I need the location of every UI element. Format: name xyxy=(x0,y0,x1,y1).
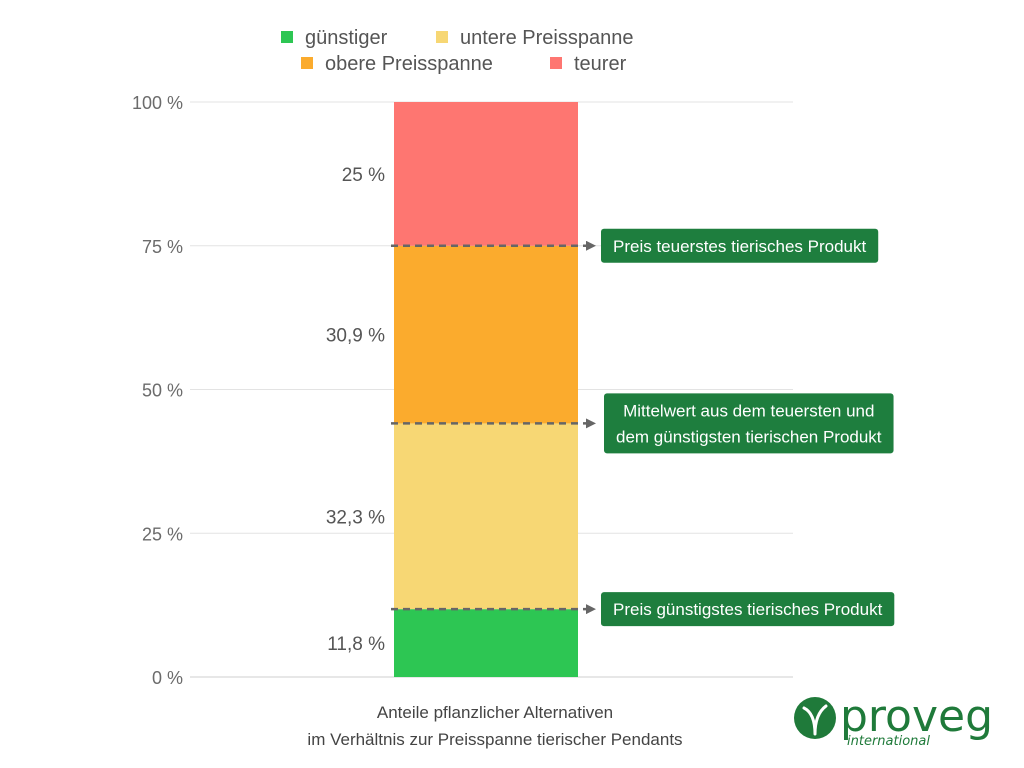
legend-label-1: untere Preisspanne xyxy=(460,27,633,49)
annotation-callout-2: Preis teuerstes tierisches Produkt xyxy=(601,228,879,263)
proveg-logo: proveg international xyxy=(794,691,993,749)
annotation-text-2-0: Preis teuerstes tierisches Produkt xyxy=(613,237,866,256)
annotations: Preis günstigstes tierisches Produkt Mitt… xyxy=(391,228,895,627)
annotation-text-0-0: Preis günstigstes tierisches Produkt xyxy=(613,600,883,619)
logo-subtext: international xyxy=(847,734,930,749)
bar-stack xyxy=(394,102,578,677)
annotation-box-0 xyxy=(601,592,895,627)
chart-legend: günstiger untere Preisspanne obere Preissp… xyxy=(281,27,633,75)
y-axis-ticks: 0 % 25 % 50 % 75 % 100 % xyxy=(132,93,183,688)
y-tick-label-2: 50 % xyxy=(142,381,183,401)
annotation-callout-1: Mittelwert aus dem teuersten und dem güns… xyxy=(604,393,894,454)
value-labels: 11,8 % 32,3 % 30,9 % 25 % xyxy=(326,165,385,655)
legend-label-2: obere Preisspanne xyxy=(325,53,493,75)
bar-segment-0 xyxy=(394,609,578,677)
x-axis-label-line-0: Anteile pflanzlicher Alternativen xyxy=(377,703,613,722)
y-tick-label-1: 25 % xyxy=(142,524,183,544)
annotation-text-1-0: Mittelwert aus dem teuersten und xyxy=(623,401,874,420)
annotation-callout-0: Preis günstigstes tierisches Produkt xyxy=(601,592,895,627)
annotation-box-2 xyxy=(601,228,879,263)
y-tick-label-3: 75 % xyxy=(142,237,183,257)
legend-swatch-1 xyxy=(436,31,448,43)
legend-swatch-2 xyxy=(301,57,313,69)
value-label-0: 11,8 % xyxy=(327,634,385,655)
bar-segment-3 xyxy=(394,102,578,246)
bar-segment-2 xyxy=(394,245,578,424)
legend-label-0: günstiger xyxy=(305,27,388,49)
y-tick-label-4: 100 % xyxy=(132,93,183,113)
x-axis-label-line-1: im Verhältnis zur Preisspanne tierischer… xyxy=(307,730,682,749)
bar-segment-1 xyxy=(394,423,578,610)
value-label-1: 32,3 % xyxy=(326,507,385,528)
y-tick-label-0: 0 % xyxy=(152,668,183,688)
logo-wordmark: proveg xyxy=(840,691,993,742)
x-axis-label: Anteile pflanzlicher Alternativen im Verh… xyxy=(307,703,682,749)
logo-sprout-icon xyxy=(802,704,828,736)
legend-swatch-3 xyxy=(550,57,562,69)
legend-label-3: teurer xyxy=(574,53,627,75)
value-label-3: 25 % xyxy=(342,165,385,186)
value-label-2: 30,9 % xyxy=(326,326,385,347)
legend-swatch-0 xyxy=(281,31,293,43)
annotation-box-1 xyxy=(604,393,894,454)
annotation-text-1-1: dem günstigsten tierischen Produkt xyxy=(616,427,882,446)
